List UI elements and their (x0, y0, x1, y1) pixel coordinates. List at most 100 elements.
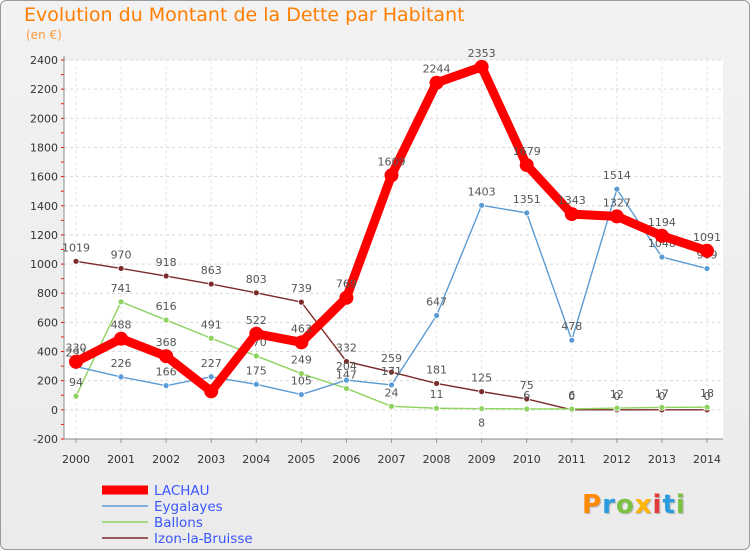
data-label-lachau: 1679 (513, 145, 541, 158)
data-point-izon-la-bruisse (478, 388, 486, 396)
data-label-eygalayes: 1403 (468, 185, 496, 198)
data-label-izon-la-bruisse: 803 (246, 273, 267, 286)
data-label-izon-la-bruisse: 0 (704, 390, 711, 403)
data-label-ballons: 24 (385, 386, 399, 399)
legend-label: LACHAU (154, 483, 210, 499)
chart-unit: (en €) (26, 28, 62, 42)
legend-label: Izon-la-Bruisse (154, 531, 253, 547)
data-point-izon-la-bruisse (162, 272, 170, 280)
data-point-ballons (117, 298, 125, 306)
data-point-eygalayes (703, 265, 711, 272)
data-label-lachau: 2353 (468, 47, 496, 60)
y-tick-label: 1800 (30, 141, 58, 154)
data-label-lachau: 1343 (558, 194, 586, 207)
data-point-ballons (162, 316, 170, 324)
data-point-ballons (658, 403, 666, 411)
data-point-izon-la-bruisse (297, 298, 305, 306)
y-tick-label: 0 (51, 404, 58, 417)
y-tick-label: 2000 (30, 112, 58, 125)
data-label-lachau: 330 (66, 342, 87, 355)
x-tick-label: 2010 (513, 453, 541, 466)
data-point-lachau (294, 335, 309, 350)
data-point-izon-la-bruisse (207, 280, 215, 288)
data-label-ballons: 249 (291, 354, 312, 367)
logo-letter: P (582, 490, 603, 520)
data-label-ballons: 6 (568, 389, 575, 402)
plot-area (64, 60, 723, 439)
logo-letter: i (675, 490, 686, 520)
data-point-ballons (343, 385, 350, 392)
data-point-lachau (700, 243, 714, 258)
data-point-ballons (207, 334, 215, 342)
data-label-izon-la-bruisse: 1019 (62, 241, 90, 254)
data-label-eygalayes: 478 (561, 320, 582, 333)
x-tick-label: 2013 (648, 453, 676, 466)
data-label-izon-la-bruisse: 0 (613, 390, 620, 403)
data-label-eygalayes: 105 (291, 375, 312, 388)
data-label-ballons: 94 (69, 376, 83, 389)
y-tick-label: 1400 (30, 200, 58, 213)
data-label-lachau: 522 (246, 314, 267, 327)
data-point-ballons (388, 402, 395, 410)
x-tick-label: 2003 (197, 453, 225, 466)
data-point-eygalayes (478, 201, 486, 209)
data-label-izon-la-bruisse: 332 (336, 341, 357, 354)
data-point-lachau (564, 207, 579, 222)
legend-label: Ballons (154, 515, 203, 531)
data-point-eygalayes (568, 336, 576, 344)
logo-letter: o (615, 490, 635, 520)
data-label-izon-la-bruisse: 918 (156, 256, 177, 269)
y-tick-label: 1000 (30, 258, 58, 271)
data-point-lachau (384, 168, 399, 183)
data-label-ballons: 491 (201, 318, 222, 331)
y-tick-label: 800 (37, 287, 58, 300)
data-label-eygalayes: 204 (336, 360, 357, 373)
logo-letter: t (662, 490, 676, 520)
data-point-izon-la-bruisse (117, 265, 125, 272)
data-label-izon-la-bruisse: 0 (568, 390, 575, 403)
logo-letter: x (634, 490, 653, 520)
logo-letter: r (602, 490, 616, 520)
x-tick-label: 2006 (332, 453, 360, 466)
data-label-lachau: 1194 (648, 216, 676, 229)
data-label-eygalayes: 226 (111, 357, 132, 370)
data-label-izon-la-bruisse: 259 (381, 352, 402, 365)
data-point-izon-la-bruisse (252, 289, 260, 297)
data-point-lachau (474, 59, 489, 74)
chart-title: Evolution du Montant de la Dette par Hab… (24, 4, 465, 26)
data-label-izon-la-bruisse: 75 (520, 379, 534, 392)
data-label-eygalayes: 1351 (513, 193, 541, 206)
y-tick-label: 400 (37, 346, 58, 359)
y-tick-label: 1200 (30, 229, 58, 242)
data-point-eygalayes (388, 381, 395, 389)
data-point-ballons (433, 404, 440, 412)
data-label-eygalayes: 1514 (603, 169, 631, 182)
data-point-ballons (297, 370, 305, 377)
data-point-lachau (114, 331, 129, 346)
data-point-lachau (609, 209, 624, 224)
y-tick-label: -200 (33, 433, 58, 446)
legend-label: Eygalayes (154, 499, 223, 515)
data-point-izon-la-bruisse (433, 380, 440, 387)
data-label-lachau: 769 (336, 278, 357, 291)
data-label-ballons: 18 (700, 387, 714, 400)
data-point-eygalayes (162, 382, 170, 390)
data-point-lachau (654, 228, 669, 243)
data-label-izon-la-bruisse: 181 (426, 363, 447, 376)
logo-letter: i (652, 490, 663, 520)
y-tick-label: 2200 (30, 83, 58, 96)
y-tick-label: 200 (37, 375, 58, 388)
data-point-eygalayes (433, 312, 440, 319)
x-tick-label: 2011 (558, 453, 586, 466)
data-point-eygalayes (252, 380, 260, 388)
data-label-izon-la-bruisse: 863 (201, 264, 222, 277)
data-point-lachau (69, 354, 83, 369)
y-tick-label: 1600 (30, 171, 58, 184)
data-point-lachau (519, 158, 534, 173)
data-point-ballons (252, 352, 260, 360)
data-label-ballons: 741 (111, 282, 132, 295)
x-tick-label: 2001 (107, 453, 135, 466)
data-point-eygalayes (117, 373, 125, 381)
data-point-lachau (204, 384, 219, 399)
